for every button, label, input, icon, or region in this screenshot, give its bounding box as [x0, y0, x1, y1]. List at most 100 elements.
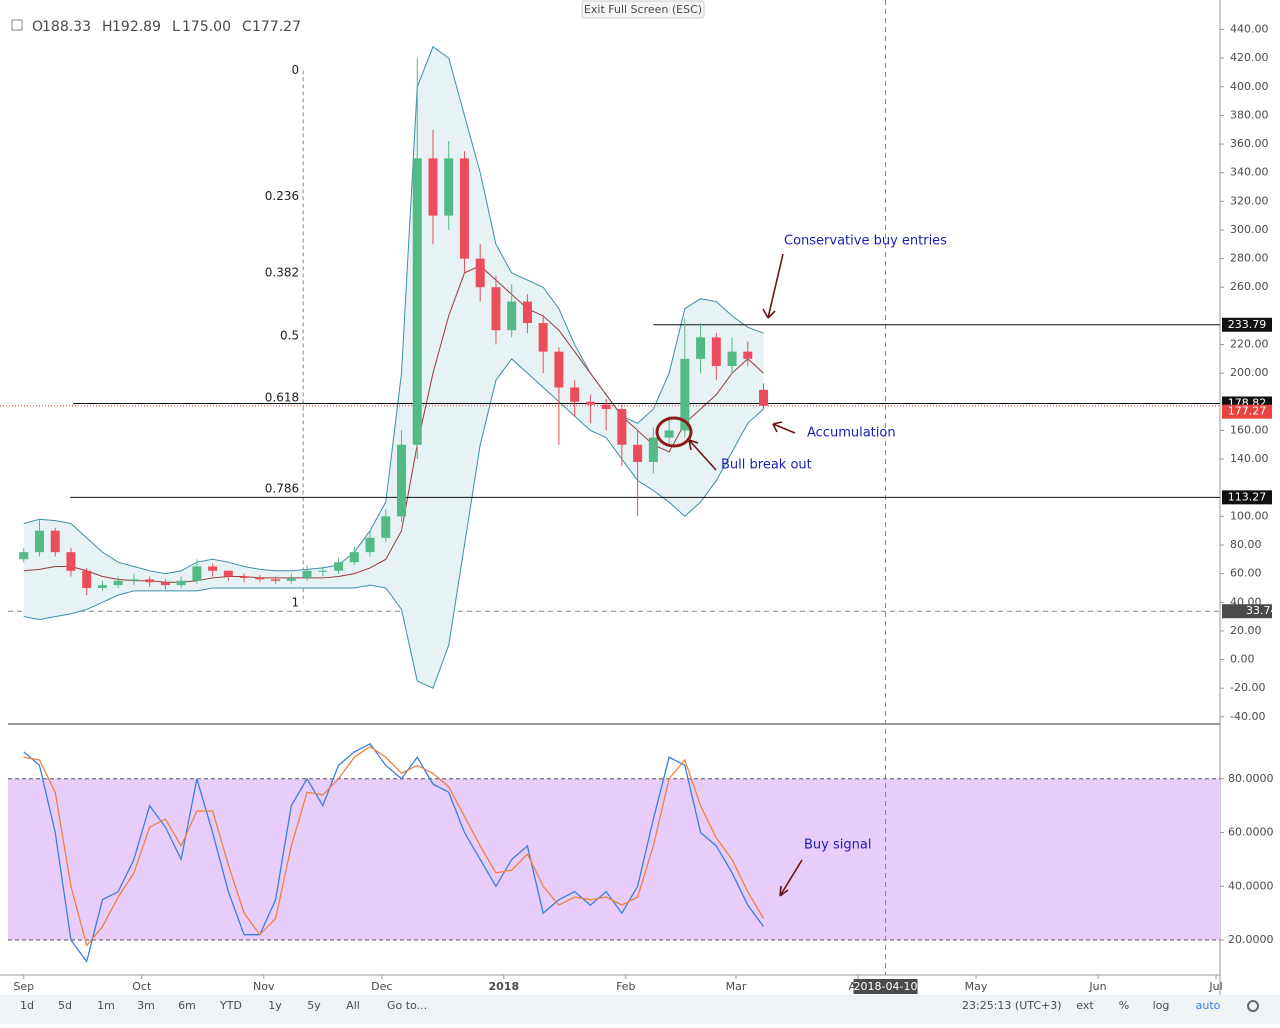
candle-body: [491, 287, 501, 331]
candle-body: [759, 389, 769, 406]
range-button[interactable]: 1d: [20, 999, 34, 1012]
ohlc-value: 177.27: [252, 19, 301, 35]
x-tick-label: Mar: [726, 980, 747, 993]
y-tick-label: 80.0000: [1228, 772, 1274, 785]
stoch-line: [23, 745, 765, 947]
exit-button[interactable]: [581, 0, 705, 19]
candle-body: [743, 351, 753, 359]
y-tick-label: 20.00: [1230, 624, 1262, 637]
y-tick-label: 420.00: [1230, 51, 1269, 64]
y-tick-label: -20.00: [1230, 681, 1265, 694]
crosshair-price-badge: [1222, 604, 1272, 619]
option-button[interactable]: ext: [1076, 999, 1094, 1012]
candle-body: [696, 337, 706, 359]
y-tick-label: 380.00: [1230, 108, 1269, 121]
x-tick-label: Sep: [13, 980, 34, 993]
option-button[interactable]: auto: [1196, 999, 1221, 1012]
annotation: Bull break out: [721, 458, 812, 473]
fib-level: 0: [291, 63, 299, 77]
fib-level: 0.5: [280, 329, 299, 343]
price-badge: [1222, 490, 1272, 505]
ohlc-key: O: [32, 19, 43, 35]
candle-body: [397, 444, 407, 517]
y-tick-label: 20.0000: [1228, 933, 1274, 946]
price-badge: [1222, 317, 1272, 332]
option-button[interactable]: %: [1119, 999, 1129, 1012]
arrow: [772, 421, 796, 434]
x-tick-label: May: [965, 980, 988, 993]
candle-body: [711, 337, 721, 366]
goto-button[interactable]: Go to...: [387, 999, 427, 1012]
chart-icon: [11, 19, 23, 31]
candle-body: [570, 387, 580, 402]
candle-body: [50, 530, 60, 553]
crosshair-date-badge: [853, 979, 918, 994]
crosshair-price: 33.74: [1246, 604, 1278, 617]
candle-body: [554, 351, 564, 388]
candle-body: [160, 582, 170, 586]
y-tick-label: -40.00: [1230, 710, 1265, 723]
annotation: Conservative buy entries: [784, 234, 947, 249]
candle-body: [459, 158, 469, 259]
candle-body: [475, 258, 485, 288]
candle-body: [507, 301, 517, 331]
range-button[interactable]: 1y: [268, 999, 282, 1012]
highlight-circle: [655, 416, 693, 448]
range-button[interactable]: 6m: [178, 999, 196, 1012]
candle-body: [727, 351, 737, 366]
last-price-label: 177.27: [1228, 405, 1267, 418]
fib-level: 0.382: [265, 266, 299, 280]
last-price-badge: [1222, 404, 1272, 419]
ohlc-key: L: [172, 19, 180, 35]
y-tick-label: 340.00: [1230, 166, 1269, 179]
candle-body: [334, 562, 344, 571]
ohlc-value: 175.00: [182, 19, 231, 35]
x-tick-label: Jul: [1208, 980, 1222, 993]
x-tick-label: Oct: [132, 980, 152, 993]
price-badge-label: 233.79: [1228, 318, 1267, 331]
range-button[interactable]: 5y: [307, 999, 321, 1012]
annotation-arrows: [655, 253, 803, 897]
candle-body: [444, 158, 454, 216]
candle-body: [19, 552, 29, 560]
candle-body: [601, 404, 611, 409]
y-tick-label: 200.00: [1230, 366, 1269, 379]
candle-body: [585, 401, 595, 405]
candle-body: [538, 323, 548, 352]
exit-button-label[interactable]: Exit Full Screen (ESC): [584, 3, 702, 16]
candle-body: [34, 530, 44, 553]
range-button[interactable]: YTD: [219, 999, 242, 1012]
x-tick-label: Feb: [616, 980, 635, 993]
candle-body: [633, 444, 643, 462]
y-tick-label: 160.00: [1230, 423, 1269, 436]
x-tick-label: Jun: [1088, 980, 1106, 993]
candle-body: [286, 577, 296, 581]
candle-body: [66, 552, 76, 571]
range-button[interactable]: 3m: [137, 999, 155, 1012]
candle-body: [255, 577, 265, 580]
y-tick-label: 320.00: [1230, 194, 1269, 207]
y-tick-label: 360.00: [1230, 137, 1269, 150]
range-button[interactable]: 5d: [58, 999, 72, 1012]
y-tick-label: 60.0000: [1228, 826, 1274, 839]
candle-body: [176, 580, 186, 586]
fib-level: 1: [291, 595, 299, 609]
arrow: [688, 439, 717, 471]
range-button[interactable]: All: [346, 999, 360, 1012]
range-button[interactable]: 1m: [97, 999, 115, 1012]
y-tick-label: 100.00: [1230, 509, 1269, 522]
y-tick-label: 300.00: [1230, 223, 1269, 236]
candle-body: [365, 537, 375, 553]
candle-body: [318, 570, 328, 572]
stoch-line: [23, 742, 765, 964]
option-button[interactable]: log: [1153, 999, 1170, 1012]
candle-body: [208, 566, 218, 571]
settings-button[interactable]: [1247, 1000, 1259, 1012]
candle-body: [113, 580, 123, 586]
candle-body: [145, 579, 155, 583]
bollinger-lower: [23, 358, 764, 689]
candle-body: [82, 570, 92, 588]
candle-body: [271, 579, 281, 581]
candle-body: [349, 552, 359, 563]
